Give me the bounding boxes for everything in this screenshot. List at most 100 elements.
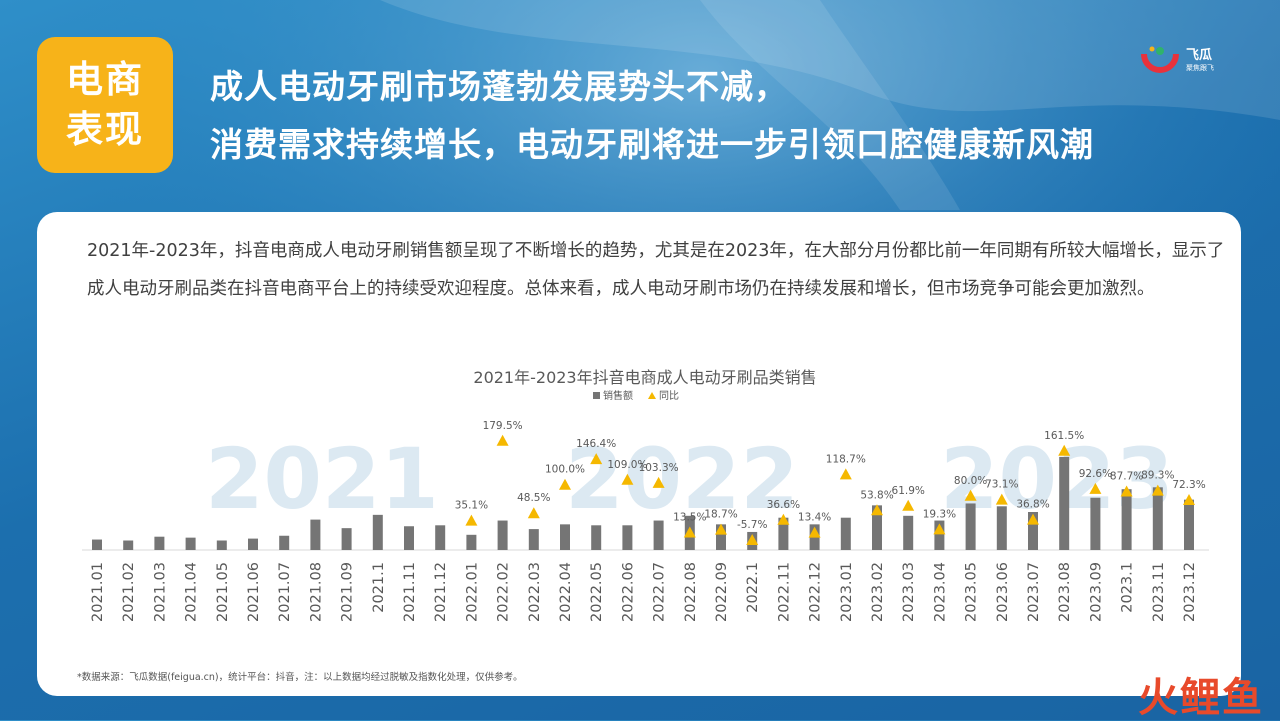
- page-headline: 成人电动牙刷市场蓬勃发展势头不减， 消费需求持续增长，电动牙刷将进一步引领口腔健…: [210, 58, 1094, 174]
- x-tick-label: 2023.03: [901, 562, 917, 622]
- x-tick-label: 2021.08: [308, 562, 324, 622]
- bar-2021.08: [310, 519, 321, 550]
- data-source-footnote: *数据来源：飞瓜数据(feigua.cn)，统计平台：抖音，注：以上数据均经过脱…: [77, 672, 523, 683]
- bar-2021.03: [154, 536, 165, 550]
- bar-2023.09: [1090, 497, 1101, 550]
- x-tick-label: 2022.06: [620, 562, 636, 622]
- yoy-marker-2022.1: [746, 534, 759, 545]
- yoy-data-label: 89.3%: [1141, 470, 1174, 482]
- yoy-marker-2023.01: [839, 468, 852, 480]
- x-tick-label: 2023.06: [995, 562, 1011, 622]
- bar-2023.11: [1152, 487, 1163, 550]
- bar-2022.04: [560, 524, 570, 550]
- x-tick-label: 2021.02: [121, 562, 137, 622]
- yoy-data-label: 80.0%: [954, 475, 987, 487]
- headline-line-2: 消费需求持续增长，电动牙刷将进一步引领口腔健康新风潮: [210, 125, 1094, 164]
- yoy-marker-2023.11: [1151, 484, 1164, 496]
- badge-line-1: 电商: [66, 58, 144, 101]
- x-tick-label: 2023.09: [1088, 562, 1104, 622]
- yoy-marker-2022.07: [652, 476, 665, 488]
- bar-2022.01: [466, 534, 477, 550]
- sales-chart: 2021 2022 2023 2021年-2023年抖音电商成人电动牙刷品类销售销售额…: [82, 368, 1209, 622]
- bar-2023.08: [1059, 456, 1070, 550]
- bar-2022.05: [591, 525, 602, 550]
- content-card: [37, 212, 1241, 696]
- yoy-marker-2022.01: [465, 514, 478, 526]
- x-tick-label: 2023.04: [932, 562, 948, 622]
- bar-2022.02: [497, 520, 508, 550]
- x-tick-label: 2022.02: [496, 562, 512, 622]
- yoy-data-label: 19.3%: [923, 508, 956, 520]
- yoy-marker-2023.06: [995, 493, 1008, 505]
- x-tick-label: 2021.09: [340, 562, 356, 622]
- section-badge: 电商 表现: [37, 37, 173, 173]
- bar-2022.03: [528, 529, 539, 550]
- yoy-marker-2022.03: [527, 507, 540, 519]
- yoy-marker-2023.05: [964, 489, 977, 501]
- yoy-data-label: 118.7%: [826, 453, 866, 465]
- bar-2021.04: [185, 537, 196, 550]
- yoy-data-label: 72.3%: [1172, 479, 1205, 491]
- bar-2021.11: [404, 526, 414, 550]
- year-watermark-2021: 2021: [205, 430, 439, 528]
- yoy-data-label: 146.4%: [576, 438, 616, 450]
- logo-name: 飞瓜: [1186, 48, 1213, 63]
- bar-2023.06: [996, 506, 1007, 550]
- bar-2021.1: [372, 514, 383, 550]
- x-tick-label: 2021.06: [246, 562, 262, 622]
- badge-line-2: 表现: [66, 108, 144, 151]
- bar-2023.02: [872, 505, 882, 550]
- yoy-data-label: 53.8%: [860, 489, 893, 501]
- yoy-data-label: 103.3%: [639, 462, 679, 474]
- yoy-marker-2022.12: [808, 526, 821, 538]
- legend-swatch-yoy: [648, 392, 656, 399]
- x-tick-label: 2023.07: [1026, 562, 1042, 622]
- yoy-data-label: 87.7%: [1110, 471, 1143, 483]
- watermark-text: 火鲤鱼: [1138, 675, 1264, 721]
- x-tick-label: 2023.12: [1182, 562, 1198, 622]
- x-tick-label: 2023.02: [870, 562, 886, 622]
- x-tick-label: 2022.11: [776, 562, 792, 622]
- yoy-marker-2022.06: [621, 473, 634, 485]
- x-tick-label: 2021.04: [184, 562, 200, 622]
- bar-2023.01: [840, 517, 851, 550]
- bar-2023.1: [1121, 489, 1132, 550]
- bar-2023.07: [1028, 512, 1038, 550]
- logo-tagline: 聚焦跟飞: [1186, 64, 1214, 72]
- bar-2022.11: [778, 517, 789, 550]
- yoy-marker-2022.05: [590, 453, 603, 465]
- yoy-marker-2023.02: [871, 504, 883, 516]
- x-tick-label: 2023.01: [839, 562, 855, 622]
- yoy-data-label: 109.0%: [607, 459, 647, 471]
- x-tick-label: 2022.05: [589, 562, 605, 622]
- x-tick-label: 2022.1: [745, 562, 761, 613]
- bar-2021.09: [341, 528, 352, 550]
- yoy-marker-2023.03: [902, 499, 915, 511]
- bar-2021.05: [216, 540, 227, 550]
- x-tick-label: 2021.07: [277, 562, 293, 622]
- year-watermark-2022: 2022: [565, 430, 799, 528]
- x-tick-label: 2023.05: [964, 562, 980, 622]
- x-tick-label: 2022.09: [714, 562, 730, 622]
- bar-2023.12: [1184, 499, 1194, 550]
- x-tick-label: 2022.01: [464, 562, 480, 622]
- yoy-marker-2023.04: [933, 523, 946, 535]
- chart-title: 2021年-2023年抖音电商成人电动牙刷品类销售: [473, 368, 816, 387]
- x-tick-label: 2021.03: [152, 562, 168, 622]
- x-tick-label: 2023.11: [1151, 562, 1167, 622]
- x-tick-label: 2021.01: [90, 562, 106, 622]
- yoy-data-label: 100.0%: [545, 464, 585, 476]
- bar-2021.07: [279, 535, 290, 550]
- bar-2022.09: [716, 524, 726, 550]
- yoy-data-label: 161.5%: [1044, 430, 1084, 442]
- yoy-marker-2022.09: [715, 523, 727, 535]
- summary-paragraph: 2021年-2023年，抖音电商成人电动牙刷销售额呈现了不断增长的趋势，尤其是在…: [87, 241, 1225, 299]
- bar-2022.06: [622, 525, 633, 550]
- x-tick-label: 2021.1: [371, 562, 387, 613]
- x-tick-label: 2023.1: [1120, 562, 1136, 613]
- yoy-marker-2022.02: [496, 434, 509, 446]
- yoy-data-label: 73.1%: [985, 479, 1018, 491]
- x-tick-label: 2021.12: [433, 562, 449, 622]
- bar-2021.06: [248, 538, 258, 550]
- yoy-data-label: 13.5%: [673, 512, 706, 524]
